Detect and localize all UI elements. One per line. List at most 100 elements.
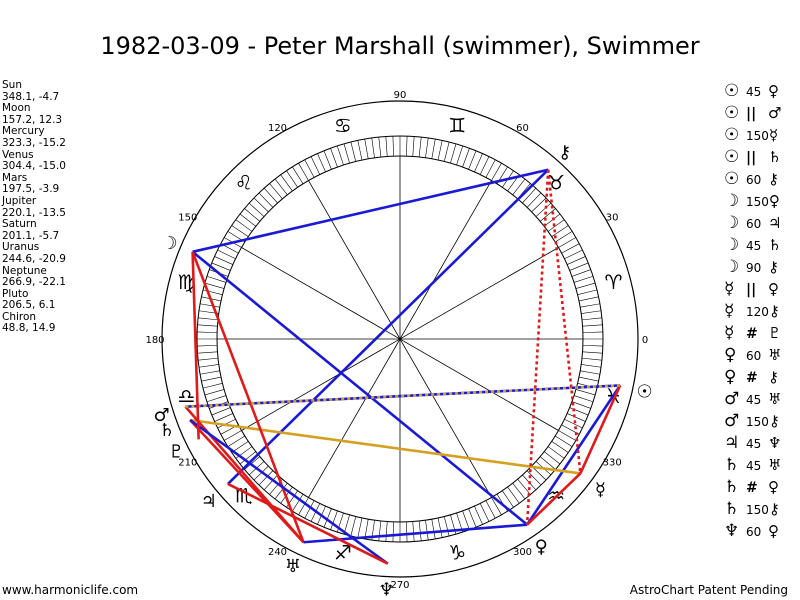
position-label-neptune: Neptune xyxy=(2,264,47,277)
ring-tick xyxy=(485,159,496,178)
mars-icon: ♂ xyxy=(724,389,740,409)
position-label-uranus: Uranus xyxy=(2,241,40,254)
ring-tick xyxy=(573,395,594,403)
ring-tick xyxy=(343,143,350,164)
ring-tick xyxy=(217,418,236,429)
aspect-line-mercury-venus xyxy=(526,472,582,526)
ring-tick xyxy=(547,219,565,232)
ring-tick xyxy=(357,517,363,538)
aspect-angle: 120 xyxy=(746,305,769,319)
jupiter-icon: ♃ xyxy=(201,491,217,512)
aspect-row: ♀ 60 ♅ xyxy=(724,344,787,366)
ring-tick xyxy=(200,303,220,308)
ring-tick xyxy=(567,256,586,265)
ring-tick xyxy=(197,324,218,327)
uranus-icon: ♅ xyxy=(768,456,782,474)
jupiter-icon: ♃ xyxy=(768,214,782,232)
mercury-icon: ☿ xyxy=(768,126,779,144)
venus-icon: ♀ xyxy=(768,280,779,298)
ring-tick xyxy=(512,178,526,195)
ring-tick xyxy=(253,197,269,213)
aspect-row: ♀ # ⚷ xyxy=(724,366,787,388)
degree-label: 180 xyxy=(145,335,164,346)
ring-tick xyxy=(235,219,253,232)
ring-tick xyxy=(198,317,219,321)
ring-tick xyxy=(581,317,602,321)
position-value-chiron: 48.8, 14.9 xyxy=(2,322,56,335)
ring-tick xyxy=(535,202,552,217)
footer-website[interactable]: www.harmoniclife.com xyxy=(2,583,139,597)
aspect-line-saturn-uranus xyxy=(189,419,305,544)
ring-tick xyxy=(573,275,594,283)
aspect-angle: # xyxy=(746,370,758,386)
aspect-angle: 150 xyxy=(746,503,769,517)
ring-tick xyxy=(443,141,450,162)
pluto-icon: ♇ xyxy=(768,324,782,342)
aspect-line-pluto-moon xyxy=(191,251,200,440)
aspect-line-chiron-venus xyxy=(525,169,550,525)
degree-label: 300 xyxy=(513,547,532,558)
ring-tick xyxy=(200,370,220,375)
ring-tick xyxy=(539,456,556,470)
sun-icon: ☉ xyxy=(724,147,740,167)
ring-tick xyxy=(522,187,537,204)
mars-icon: ♂ xyxy=(154,405,170,426)
cancer-icon: ♋ xyxy=(334,114,352,138)
ring-tick xyxy=(227,435,245,447)
venus-icon: ♀ xyxy=(768,82,779,100)
chiron-icon: ⚷ xyxy=(768,170,779,188)
sun-icon: ☉ xyxy=(724,169,740,189)
aspect-row: ♄ # ♀ xyxy=(724,476,787,498)
position-value-saturn: 201.1, -5.7 xyxy=(2,229,60,242)
ring-tick xyxy=(485,500,496,519)
saturn-icon: ♄ xyxy=(724,477,740,497)
aspect-angle: 60 xyxy=(746,525,762,539)
aspect-row: ☿ || ♀ xyxy=(724,278,787,300)
ring-tick xyxy=(431,519,436,539)
ring-tick xyxy=(211,407,231,416)
chiron-icon: ⚷ xyxy=(768,412,780,430)
ring-tick xyxy=(204,389,225,396)
ring-tick xyxy=(437,140,443,161)
ring-tick xyxy=(456,145,464,166)
ring-tick xyxy=(491,163,502,181)
mars-icon: ♂ xyxy=(768,104,782,122)
aspect-line-chiron-mercury xyxy=(546,169,582,474)
ring-tick xyxy=(539,208,556,222)
ring-tick xyxy=(575,282,596,289)
ring-tick xyxy=(412,136,415,157)
aspect-angle: 150 xyxy=(746,415,769,429)
ring-tick xyxy=(418,137,422,158)
sun-icon: ☉ xyxy=(724,81,740,101)
ring-tick xyxy=(571,269,591,277)
uranus-icon: ♅ xyxy=(768,346,782,364)
ring-tick xyxy=(317,153,326,172)
ring-tick xyxy=(280,174,293,192)
position-value-moon: 157.2, 12.3 xyxy=(2,113,63,126)
aspect-row: ♃ 45 ♆ xyxy=(724,432,787,454)
saturn-icon: ♄ xyxy=(768,148,782,166)
degree-label: 210 xyxy=(178,458,197,469)
aspect-angle: || xyxy=(746,106,757,122)
ring-tick xyxy=(581,357,602,361)
degree-label: 270 xyxy=(390,580,409,591)
ring-tick xyxy=(336,145,344,166)
ring-tick xyxy=(378,520,382,541)
ring-tick xyxy=(555,231,573,243)
aspect-row: ☉ 45 ♀ xyxy=(724,80,787,102)
saturn-icon: ♄ xyxy=(724,455,740,475)
position-value-uranus: 244.6, -20.9 xyxy=(2,252,66,265)
ring-tick xyxy=(581,310,602,314)
footer-patent-note: AstroChart Patent Pending xyxy=(629,583,788,597)
aspect-row: ♄ 45 ♅ xyxy=(724,454,787,476)
ring-tick xyxy=(274,483,288,500)
ring-tick xyxy=(323,508,332,528)
ring-tick xyxy=(418,520,422,541)
ring-tick xyxy=(462,510,470,530)
aspect-angle: || xyxy=(746,282,757,298)
position-label-jupiter: Jupiter xyxy=(2,194,37,207)
ring-tick xyxy=(197,345,218,347)
aspect-row: ☿ # ♇ xyxy=(724,322,787,344)
ring-tick xyxy=(580,303,600,308)
aspect-line-moon-venus xyxy=(191,250,528,526)
